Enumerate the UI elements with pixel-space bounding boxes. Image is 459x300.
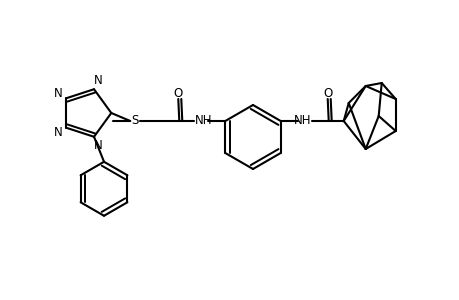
Text: N: N bbox=[53, 86, 62, 100]
Text: NH: NH bbox=[194, 113, 212, 127]
Text: O: O bbox=[322, 86, 331, 100]
Text: N: N bbox=[93, 139, 102, 152]
Text: N: N bbox=[53, 127, 62, 140]
Text: O: O bbox=[174, 86, 183, 100]
Text: S: S bbox=[131, 113, 139, 127]
Text: N: N bbox=[93, 74, 102, 87]
Text: NH: NH bbox=[293, 113, 311, 127]
